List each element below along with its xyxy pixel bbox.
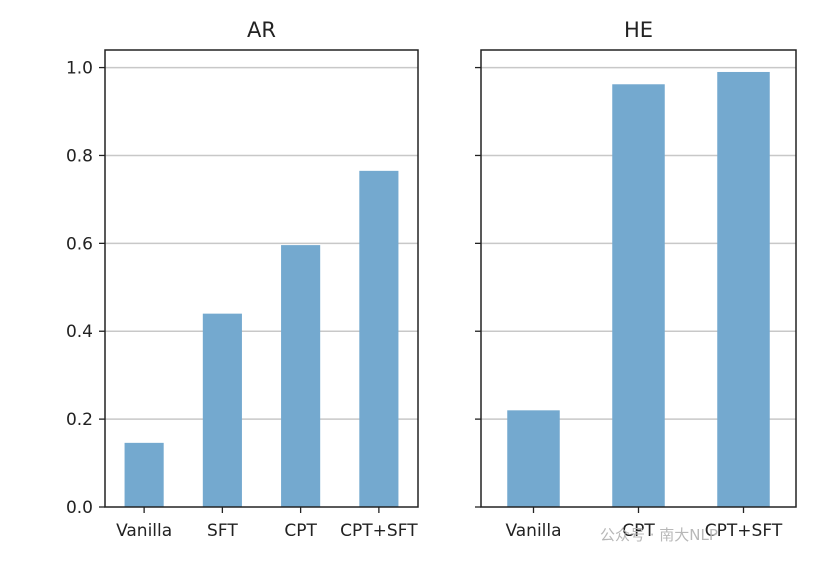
y-tick-label-4: 0.8 — [66, 146, 93, 166]
bar-p0-3 — [359, 170, 399, 507]
x-tick-label-p0-0: Vanilla — [116, 521, 172, 541]
y-tick-label-0: 0.0 — [66, 498, 93, 518]
x-tick-label-p1-0: Vanilla — [505, 521, 561, 541]
x-tick-label-p0-1: SFT — [207, 521, 238, 541]
y-tick-label-3: 0.6 — [66, 234, 93, 254]
x-tick-label-p0-3: CPT+SFT — [340, 521, 418, 541]
panel-title-1: HE — [624, 18, 653, 42]
x-tick-label-p1-2: CPT+SFT — [705, 521, 783, 541]
x-tick-label-p0-2: CPT — [284, 521, 317, 541]
watermark-text: 公众号 · 南大NLP — [600, 526, 718, 544]
axes-frame-p0 — [104, 49, 419, 508]
bar-p0-1 — [202, 313, 242, 507]
y-tick-label-5: 1.0 — [66, 59, 93, 79]
bar-p0-2 — [281, 245, 321, 507]
panel-title-0: AR — [247, 18, 276, 42]
bar-p1-2 — [717, 71, 770, 507]
bar-p1-0 — [507, 410, 560, 507]
bar-p1-1 — [612, 84, 665, 508]
y-tick-label-2: 0.4 — [66, 322, 93, 342]
axes-frame-p1 — [480, 49, 797, 508]
x-tick-label-p1-1: CPT — [622, 521, 655, 541]
y-tick-label-1: 0.2 — [66, 410, 93, 430]
bar-p0-0 — [124, 442, 164, 507]
